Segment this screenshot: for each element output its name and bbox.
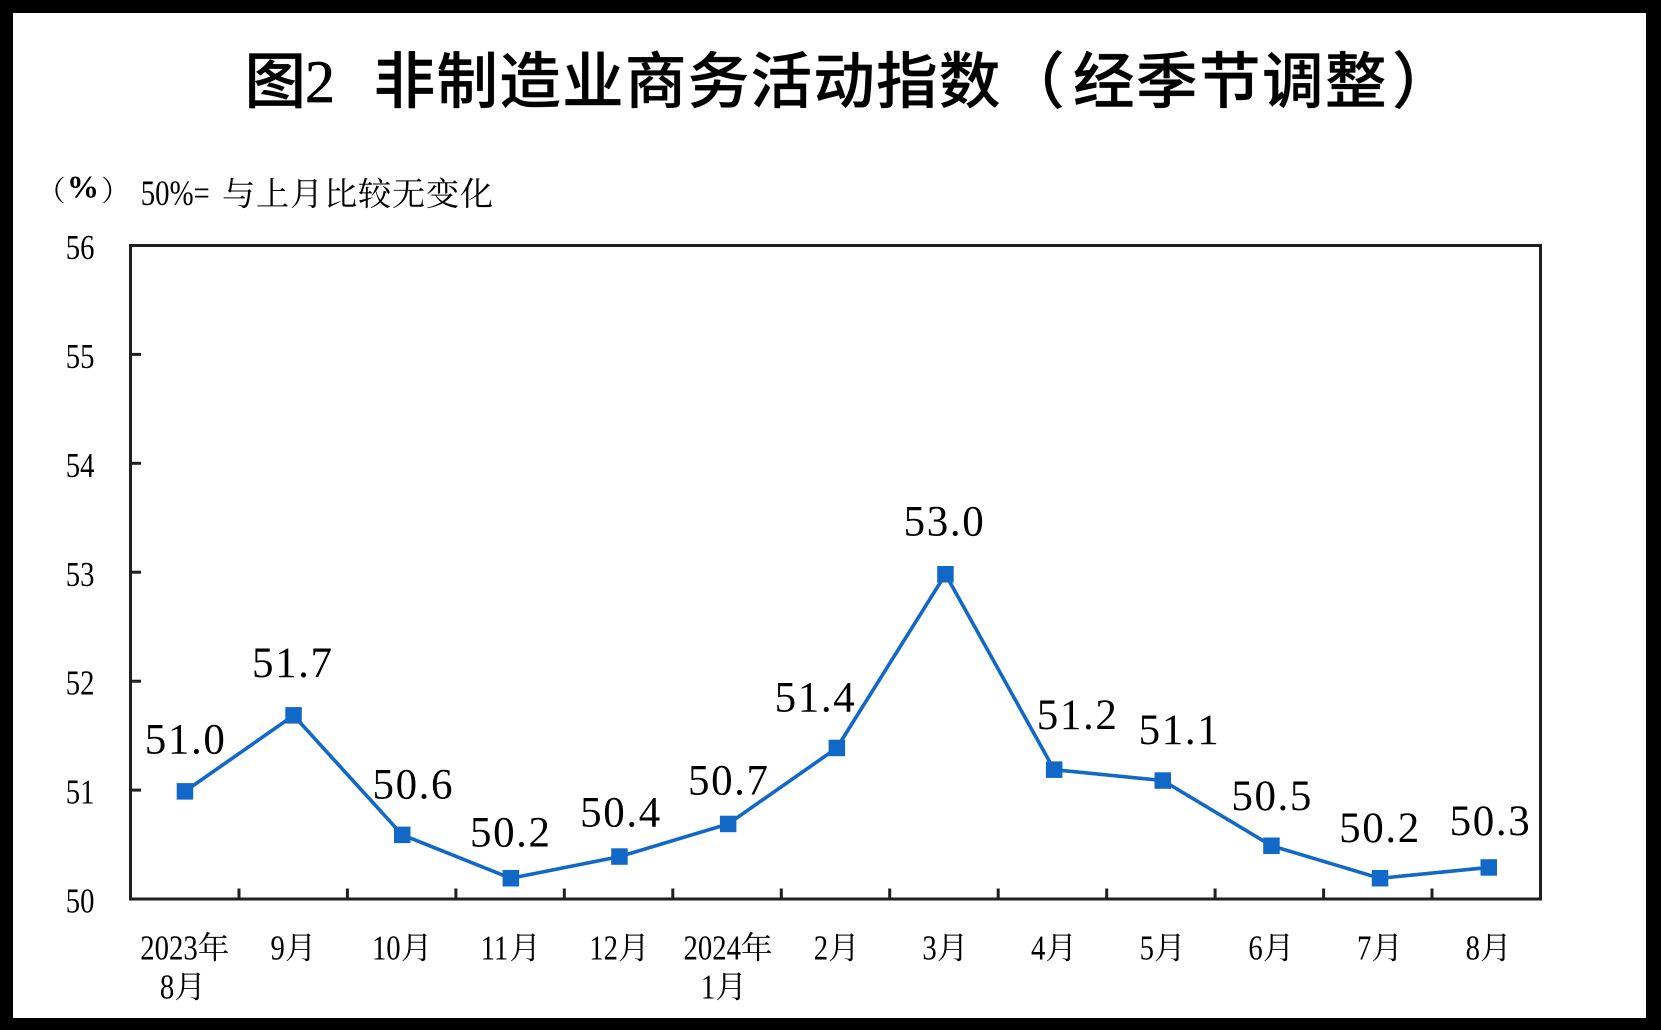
svg-text:50.3: 50.3 (1450, 798, 1532, 845)
svg-text:6: 6 (1248, 928, 1262, 967)
svg-text:11: 11 (481, 928, 509, 967)
svg-text:3: 3 (922, 928, 936, 967)
svg-text:54: 54 (66, 445, 95, 484)
svg-text:53.0: 53.0 (904, 498, 986, 545)
svg-text:8: 8 (1466, 928, 1480, 967)
svg-text:50.6: 50.6 (372, 762, 454, 809)
svg-text:10: 10 (372, 928, 401, 967)
svg-text:%: % (67, 169, 99, 205)
svg-text:4: 4 (1031, 928, 1045, 967)
svg-text:1: 1 (701, 967, 715, 1006)
svg-text:7: 7 (1357, 928, 1371, 967)
svg-text:52: 52 (66, 663, 95, 702)
svg-text:2024: 2024 (684, 928, 741, 967)
svg-text:53: 53 (66, 554, 95, 593)
svg-text:51: 51 (66, 772, 95, 811)
svg-text:50%=: 50%= (141, 174, 210, 214)
svg-text:2023: 2023 (140, 928, 197, 967)
svg-text:8: 8 (160, 967, 174, 1006)
svg-text:9: 9 (270, 928, 284, 967)
svg-text:51.0: 51.0 (145, 716, 227, 763)
svg-text:51.1: 51.1 (1139, 707, 1221, 754)
svg-text:12: 12 (589, 928, 618, 967)
svg-text:50.4: 50.4 (580, 789, 662, 836)
svg-text:55: 55 (66, 336, 95, 375)
svg-text:51.2: 51.2 (1037, 692, 1119, 739)
svg-text:50: 50 (66, 881, 95, 920)
svg-text:50.2: 50.2 (470, 810, 552, 857)
svg-text:5: 5 (1140, 928, 1154, 967)
svg-text:50.5: 50.5 (1231, 773, 1313, 820)
svg-text:50.7: 50.7 (688, 757, 770, 804)
svg-text:51.7: 51.7 (252, 640, 334, 687)
svg-text:2: 2 (305, 49, 335, 115)
svg-text:50.2: 50.2 (1339, 805, 1421, 852)
svg-text:2: 2 (814, 928, 828, 967)
svg-text:56: 56 (66, 227, 95, 266)
svg-text:51.4: 51.4 (775, 674, 857, 721)
